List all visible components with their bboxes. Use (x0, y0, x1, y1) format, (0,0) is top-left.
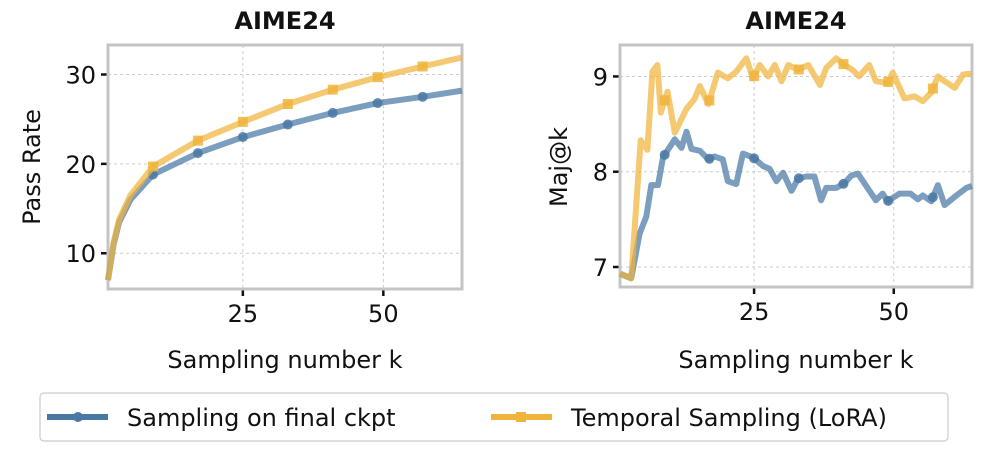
legend: Sampling on final ckpt Temporal Sampling… (39, 392, 949, 442)
plot-area (108, 45, 462, 289)
data-point-square (417, 61, 428, 72)
data-point-square (147, 161, 158, 172)
y-tick-label: 7 (593, 254, 608, 282)
y-tick-label: 9 (593, 63, 608, 91)
y-tick-label: 8 (593, 159, 608, 187)
y-axis-label: Maj@k (545, 127, 573, 207)
data-point-circle (793, 173, 804, 184)
pass-rate-panel: AIME24 Sampling number k Pass Rate 25 50 1… (18, 7, 464, 374)
data-point-circle (749, 153, 760, 164)
legend-label: Sampling on final ckpt (127, 404, 396, 432)
data-point-square (372, 72, 383, 83)
y-tick-label: 20 (65, 151, 96, 179)
data-point-square (192, 135, 203, 146)
data-point-square (927, 83, 938, 94)
x-tick-label: 25 (228, 300, 259, 328)
legend-marker-square (516, 412, 526, 422)
data-point-circle (282, 119, 293, 130)
plot-area (620, 45, 972, 287)
data-point-square (659, 95, 670, 106)
x-tick-label: 50 (368, 300, 399, 328)
data-point-circle (659, 149, 670, 160)
panel-title: AIME24 (745, 7, 846, 35)
data-point-square (793, 64, 804, 75)
x-axis-label: Sampling number k (167, 346, 402, 374)
panel-title: AIME24 (234, 7, 335, 35)
data-point-circle (704, 153, 715, 164)
data-point-square (237, 116, 248, 127)
series-line (618, 128, 973, 282)
y-tick-label: 10 (65, 240, 96, 268)
data-point-square (327, 84, 338, 95)
legend-marker-circle (73, 412, 83, 422)
x-tick-label: 25 (739, 298, 770, 326)
data-point-square (749, 71, 760, 82)
axes-frame (106, 43, 464, 291)
data-point-circle (192, 148, 203, 159)
y-tick-label: 30 (65, 61, 96, 89)
axes-frame (618, 43, 974, 289)
data-point-circle (237, 132, 248, 143)
majority-panel: AIME24 Sampling number k Maj@k 25 50 7 8 9 (545, 7, 974, 374)
data-point-circle (417, 91, 428, 102)
data-point-square (883, 76, 894, 87)
data-point-square (704, 95, 715, 106)
data-point-square (282, 98, 293, 109)
legend-label: Temporal Sampling (LoRA) (570, 404, 887, 432)
data-point-circle (372, 98, 383, 109)
x-tick-label: 50 (879, 298, 910, 326)
y-axis-label: Pass Rate (18, 109, 46, 225)
series-line (105, 54, 463, 281)
data-point-circle (327, 107, 338, 118)
x-axis-label: Sampling number k (678, 346, 913, 374)
data-point-square (838, 59, 849, 70)
data-point-circle (927, 192, 938, 203)
data-point-circle (838, 178, 849, 189)
data-point-circle (883, 195, 894, 206)
